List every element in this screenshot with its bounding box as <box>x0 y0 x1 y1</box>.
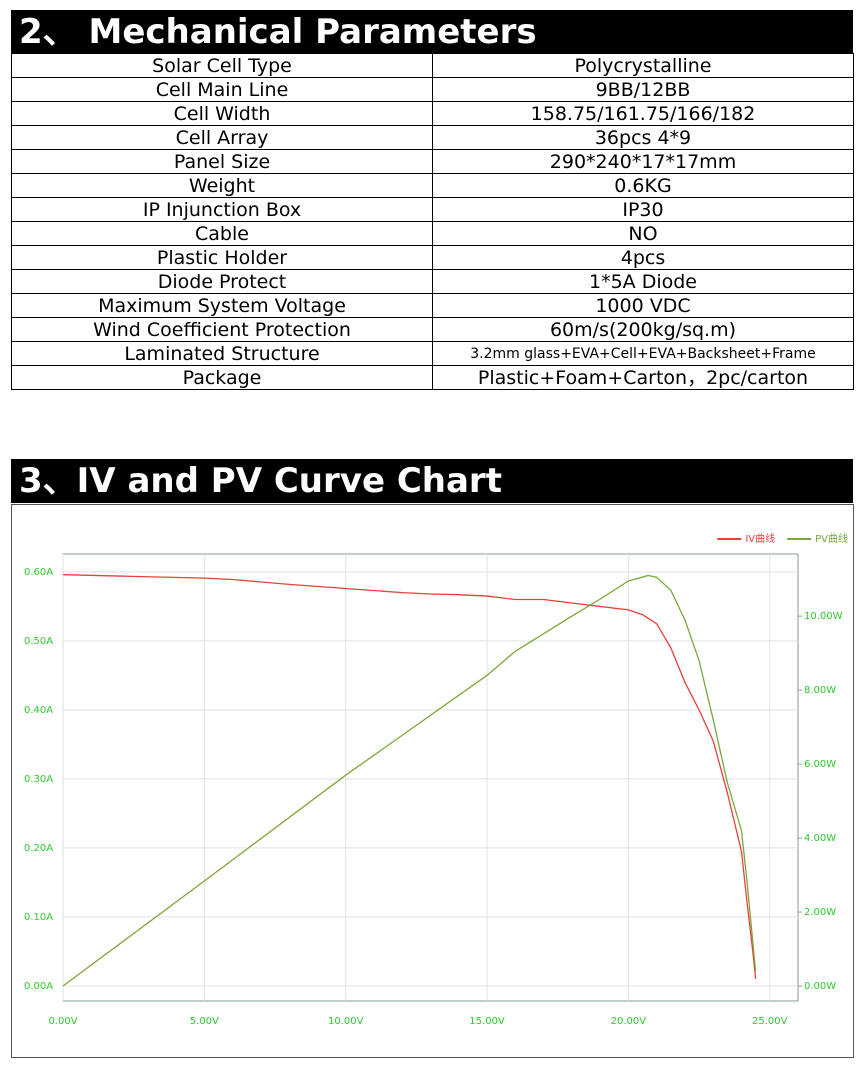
table-row: Weight 0.6KG <box>11 173 854 198</box>
x-tick-label: 5.00V <box>190 1016 219 1027</box>
plot-area <box>62 553 799 1002</box>
data-line <box>62 574 757 987</box>
table-row: Cell Width 158.75/161.75/166/182 <box>11 101 854 126</box>
y-tick-label: 0.10A <box>24 912 53 923</box>
y2-tick-label: 10.00W <box>804 611 843 622</box>
value-cell: Polycrystalline <box>432 53 854 78</box>
y2-tick-label: 2.00W <box>804 907 836 918</box>
table-row: Package Plastic+Foam+Carton，2pc/carton <box>11 365 854 390</box>
label-cell: Diode Protect <box>11 269 433 294</box>
table-row: IP Injunction Box IP30 <box>11 197 854 222</box>
x-tick-label: 10.00V <box>328 1016 364 1027</box>
label-cell: IP Injunction Box <box>11 197 433 222</box>
chart: 0.00V 5.00V 10.00V 15.00V 20.00V 25.00V 0.00A 0… <box>24 532 848 1027</box>
value-cell: Plastic+Foam+Carton，2pc/carton <box>432 365 854 390</box>
legend-label: IV曲线 <box>745 532 775 545</box>
x-tick-label: 0.00V <box>48 1016 77 1027</box>
label-cell: Panel Size <box>11 149 433 174</box>
y2-tick-label: 4.00W <box>804 833 836 844</box>
label-cell: Wind Coefficient Protection <box>11 317 433 342</box>
x-tick-label: 15.00V <box>469 1016 505 1027</box>
data-line <box>62 574 757 979</box>
table-row: Panel Size 290*240*17*17mm <box>11 149 854 174</box>
y-tick-label: 0.60A <box>24 567 53 578</box>
label-cell: Cell Array <box>11 125 433 150</box>
y2-tick-label: 8.00W <box>804 685 836 696</box>
x-tick-label: 20.00V <box>611 1016 647 1027</box>
y-tick-label: 0.30A <box>24 774 53 785</box>
table-row: Diode Protect 1*5A Diode <box>11 269 854 294</box>
section-title: 3、IV and PV Curve Chart <box>11 459 853 503</box>
label-cell: Maximum System Voltage <box>11 293 433 318</box>
label-cell: Package <box>11 365 433 390</box>
y-tick-label: 0.50A <box>24 636 53 647</box>
y-tick-label: 0.40A <box>24 705 53 716</box>
value-cell: NO <box>432 221 854 246</box>
label-cell: Laminated Structure <box>11 341 433 366</box>
table-row: Cell Array 36pcs 4*9 <box>11 125 854 150</box>
y-tick-label: 0.00A <box>24 981 53 992</box>
value-cell: 4pcs <box>432 245 854 270</box>
value-cell: 290*240*17*17mm <box>432 149 854 174</box>
table-row: Wind Coefficient Protection 60m/s(200kg/s… <box>11 317 854 342</box>
value-cell: 0.6KG <box>432 173 854 198</box>
value-cell: 158.75/161.75/166/182 <box>432 101 854 126</box>
label-cell: Cell Main Line <box>11 77 433 102</box>
value-cell: 9BB/12BB <box>432 77 854 102</box>
y2-tick-label: 6.00W <box>804 759 836 770</box>
value-cell: 36pcs 4*9 <box>432 125 854 150</box>
y-tick-label: 0.20A <box>24 843 53 854</box>
label-cell: Weight <box>11 173 433 198</box>
table-row: Solar Cell Type Polycrystalline <box>11 53 854 78</box>
parameters-table: Solar Cell Type Polycrystalline Cell Main … <box>11 53 854 390</box>
value-cell: IP30 <box>432 197 854 222</box>
value-cell: 1*5A Diode <box>432 269 854 294</box>
section-title: 2、 Mechanical Parameters <box>11 10 853 54</box>
chart-frame: 0.00V 5.00V 10.00V 15.00V 20.00V 25.00V 0.00A 0… <box>11 504 854 1058</box>
table-row: Cell Main Line 9BB/12BB <box>11 77 854 102</box>
legend-label: PV曲线 <box>815 532 848 545</box>
table-row: Laminated Structure 3.2mm glass+EVA+Cell+… <box>11 341 854 366</box>
label-cell: Plastic Holder <box>11 245 433 270</box>
value-cell: 3.2mm glass+EVA+Cell+EVA+Backsheet+Frame <box>432 341 854 366</box>
label-cell: Cable <box>11 221 433 246</box>
value-cell: 1000 VDC <box>432 293 854 318</box>
table-row: Cable NO <box>11 221 854 246</box>
table-row: Maximum System Voltage 1000 VDC <box>11 293 854 318</box>
x-tick-label: 25.00V <box>752 1016 788 1027</box>
label-cell: Solar Cell Type <box>11 53 433 78</box>
y2-tick-label: 0.00W <box>804 981 836 992</box>
value-cell: 60m/s(200kg/sq.m) <box>432 317 854 342</box>
table-row: Plastic Holder 4pcs <box>11 245 854 270</box>
label-cell: Cell Width <box>11 101 433 126</box>
